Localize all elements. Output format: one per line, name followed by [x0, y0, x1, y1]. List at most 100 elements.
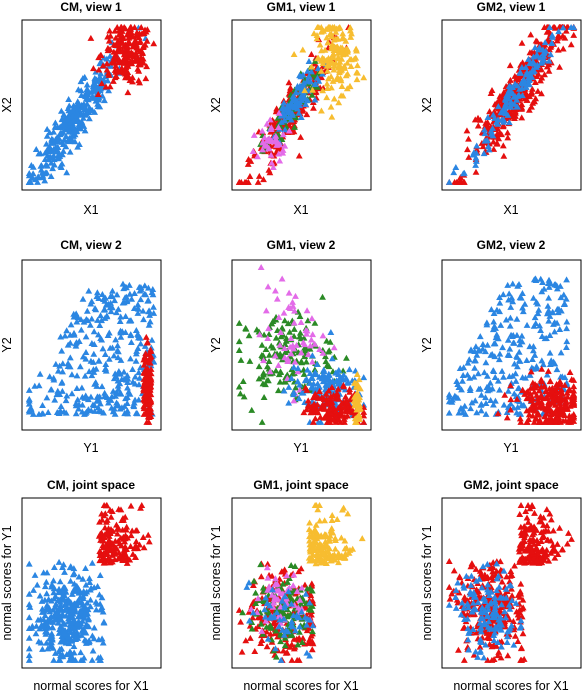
scatter-point-red	[249, 614, 257, 621]
scatter-point-green	[274, 114, 282, 121]
scatter-point-violet	[272, 287, 279, 294]
scatter-point-blue	[150, 309, 158, 316]
scatter-point-violet	[261, 141, 269, 148]
scatter-point-red	[556, 399, 563, 406]
scatter-point-blue	[97, 656, 104, 663]
scatter-point-blue	[507, 331, 515, 338]
scatter-point-blue	[91, 77, 99, 84]
scatter-point-blue	[450, 169, 458, 176]
scatter-point-blue	[462, 572, 470, 579]
scatter-point-blue	[47, 172, 55, 179]
scatter-point-orange	[332, 537, 339, 544]
scatter-point-blue	[109, 287, 116, 294]
scatter-point-red	[484, 656, 492, 663]
scatter-point-orange	[355, 411, 363, 418]
scatter-point-violet	[287, 350, 295, 357]
scatter-point-blue	[553, 319, 561, 326]
scatter-point-green	[276, 378, 284, 385]
scatter-point-red	[543, 506, 551, 513]
scatter-point-red	[146, 396, 154, 403]
scatter-point-red	[561, 34, 569, 41]
scatter-point-orange	[339, 506, 346, 513]
scatter-point-blue	[85, 368, 93, 375]
scatter-point-violet	[293, 588, 301, 595]
scatter-point-blue	[314, 384, 322, 391]
scatter-point-blue	[48, 583, 55, 590]
scatter-point-red	[498, 578, 506, 585]
scatter-point-blue	[73, 117, 81, 124]
scatter-point-blue	[135, 396, 143, 403]
scatter-point-blue	[342, 375, 350, 382]
scatter-point-blue	[494, 116, 502, 123]
scatter-point-blue	[70, 642, 78, 649]
scatter-point-red	[338, 407, 346, 414]
scatter-point-blue	[59, 147, 67, 154]
scatter-point-blue	[286, 108, 294, 115]
scatter-point-blue	[526, 343, 534, 350]
scatter-point-green	[294, 641, 302, 648]
scatter-point-red	[322, 390, 330, 397]
scatter-point-blue	[493, 560, 501, 567]
scatter-point-blue	[490, 368, 498, 375]
scatter-point-blue	[513, 315, 521, 322]
scatter-point-red	[537, 376, 545, 383]
scatter-point-red	[360, 418, 368, 425]
scatter-point-blue	[497, 626, 505, 633]
scatter-point-blue	[488, 385, 496, 392]
scatter-point-blue	[88, 315, 96, 322]
scatter-point-red	[146, 355, 154, 362]
scatter-point-blue	[117, 313, 125, 320]
scatter-point-blue	[59, 121, 67, 128]
scatter-point-blue	[487, 588, 495, 595]
x-axis-label: normal scores for X1	[243, 679, 358, 692]
scatter-point-blue	[122, 313, 130, 320]
scatter-point-green	[281, 317, 289, 324]
scatter-point-blue	[505, 296, 512, 303]
x-axis-label: X1	[293, 203, 308, 217]
scatter-point-blue	[529, 347, 537, 354]
scatter-point-blue	[270, 612, 278, 619]
scatter-point-red	[549, 527, 557, 534]
scatter-point-blue	[318, 375, 326, 382]
scatter-point-red	[108, 551, 116, 558]
scatter-point-red	[556, 63, 563, 70]
scatter-point-red	[95, 66, 103, 73]
scatter-point-red	[570, 376, 578, 383]
scatter-point-blue	[469, 606, 477, 613]
scatter-point-blue	[529, 66, 537, 73]
scatter-point-blue	[50, 563, 58, 570]
scatter-point-blue	[534, 310, 542, 317]
scatter-point-red	[520, 531, 528, 538]
plot-frame	[441, 497, 582, 669]
scatter-point-blue	[43, 132, 51, 139]
scatter-point-orange	[343, 85, 351, 92]
scatter-point-red	[309, 418, 317, 425]
scatter-point-red	[464, 146, 471, 153]
scatter-point-blue	[75, 573, 83, 580]
scatter-point-red	[506, 578, 514, 585]
scatter-point-blue	[516, 341, 524, 348]
scatter-point-red	[127, 532, 135, 539]
scatter-point-blue	[140, 316, 147, 323]
scatter-point-blue	[52, 600, 60, 607]
scatter-point-red	[288, 656, 296, 663]
scatter-point-blue	[493, 587, 501, 594]
scatter-point-red	[95, 532, 103, 539]
scatter-point-red	[457, 174, 464, 181]
scatter-point-blue	[36, 370, 44, 377]
scatter-point-green	[279, 580, 287, 587]
scatter-point-blue	[468, 399, 476, 406]
scatter-point-blue	[512, 377, 520, 384]
scatter-point-green	[287, 562, 295, 569]
scatter-point-red	[263, 643, 271, 650]
scatter-point-blue	[510, 390, 518, 397]
scatter-point-blue	[74, 586, 81, 593]
scatter-point-blue	[519, 308, 527, 315]
scatter-point-orange	[353, 69, 361, 76]
scatter-point-blue	[516, 85, 523, 92]
scatter-point-red	[141, 41, 149, 48]
scatter-point-red	[127, 29, 135, 36]
scatter-point-blue	[101, 97, 108, 104]
scatter-point-blue	[295, 109, 303, 116]
scatter-point-blue	[68, 107, 76, 114]
